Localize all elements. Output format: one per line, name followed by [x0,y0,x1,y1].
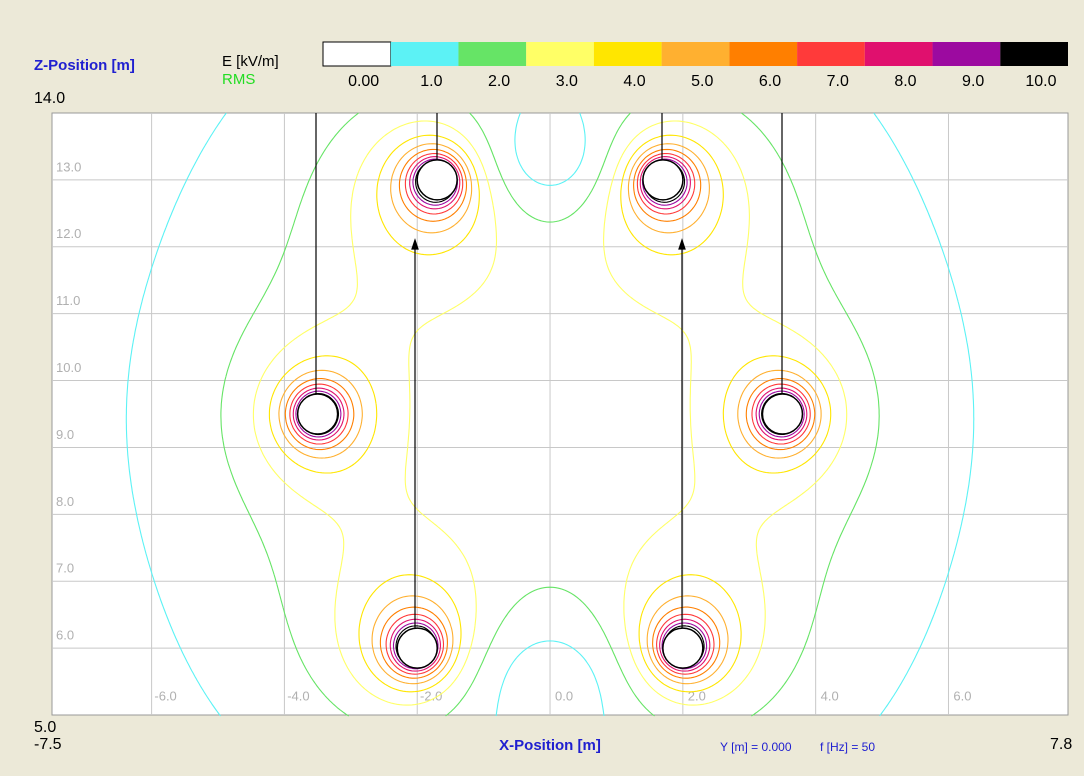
colorbar-swatch [864,42,933,66]
y-tick-label: 13.0 [56,159,81,174]
contour-line [289,152,811,675]
contour-line [278,143,822,685]
leads [315,113,783,645]
colorbar-swatch [729,42,798,66]
colorbar-label: 6.0 [759,73,781,90]
y-tick-label: 6.0 [56,628,74,643]
contour-line [252,120,848,706]
colorbar-swatch [390,42,459,66]
contour-line [125,112,975,717]
y-tick-label: 8.0 [56,494,74,509]
y-limit-label: 5.0 [34,719,56,736]
x-tick-label: -4.0 [287,688,309,703]
colorbar-label: 5.0 [691,73,713,90]
conductor [761,393,804,435]
colorbar-label: 0.00 [348,73,379,90]
y-tick-label: 10.0 [56,360,81,375]
y-tick-label: 11.0 [56,293,80,308]
colorbar-label: 2.0 [488,73,510,90]
colorbar-swatch [322,41,392,67]
footer-f: f [Hz] = 50 [820,740,875,754]
grid: -6.0 -4.0 -2.0 0.0 2.0 4.0 6.06.07.08.09.010.0… [52,113,1068,715]
y-tick-label: 9.0 [56,427,74,442]
y-tick-label: 7.0 [56,561,74,576]
colorbar-swatch [1000,42,1068,66]
colorbar: 0.00 1.0 2.0 3.0 4.0 5.0 6.0 7.0 8.0 9.0 10.0 [322,41,1068,90]
colorbar-subtitle: RMS [222,71,255,88]
conductor [416,159,458,201]
colorbar-label: 4.0 [623,73,645,90]
colorbar-swatch [458,42,527,66]
arrow [678,238,686,250]
colorbar-label: 9.0 [962,73,984,90]
x-limit-label: 7.8 [1050,736,1072,753]
contour-line [292,156,808,672]
x-tick-label: -6.0 [154,688,176,703]
conductor [662,627,704,669]
x-tick-label: -2.0 [420,688,442,703]
conductors [296,159,804,669]
colorbar-swatch [797,42,865,66]
y-limit-label: 14.0 [34,90,65,107]
contour-line [268,134,832,693]
y-tick-label: 12.0 [56,226,81,241]
contour-line [284,148,816,679]
colorbar-label: 1.0 [420,73,442,90]
x-tick-label: 6.0 [953,688,971,703]
colorbar-swatch [661,42,730,66]
colorbar-label: 3.0 [556,73,578,90]
colorbar-swatch [526,42,594,66]
colorbar-label: 7.0 [827,73,849,90]
colorbar-title: E [kV/m] [222,53,279,70]
colorbar-swatch [593,42,662,66]
colorbar-swatch [932,42,1001,66]
arrow [411,238,419,250]
x-tick-label: 4.0 [821,688,839,703]
footer-y: Y [m] = 0.000 [720,740,792,754]
conductor [296,393,339,435]
y-axis-label: Z-Position [m] [34,57,135,74]
conductor [642,159,684,201]
conductor [396,627,438,669]
plot-area [51,112,1069,716]
colorbar-label: 8.0 [894,73,916,90]
colorbar-label: 10.0 [1025,73,1056,90]
x-axis-label: X-Position [m] [499,737,601,754]
x-limit-label: -7.5 [34,736,62,753]
x-tick-label: 0.0 [555,688,573,703]
contour-line [220,112,880,717]
